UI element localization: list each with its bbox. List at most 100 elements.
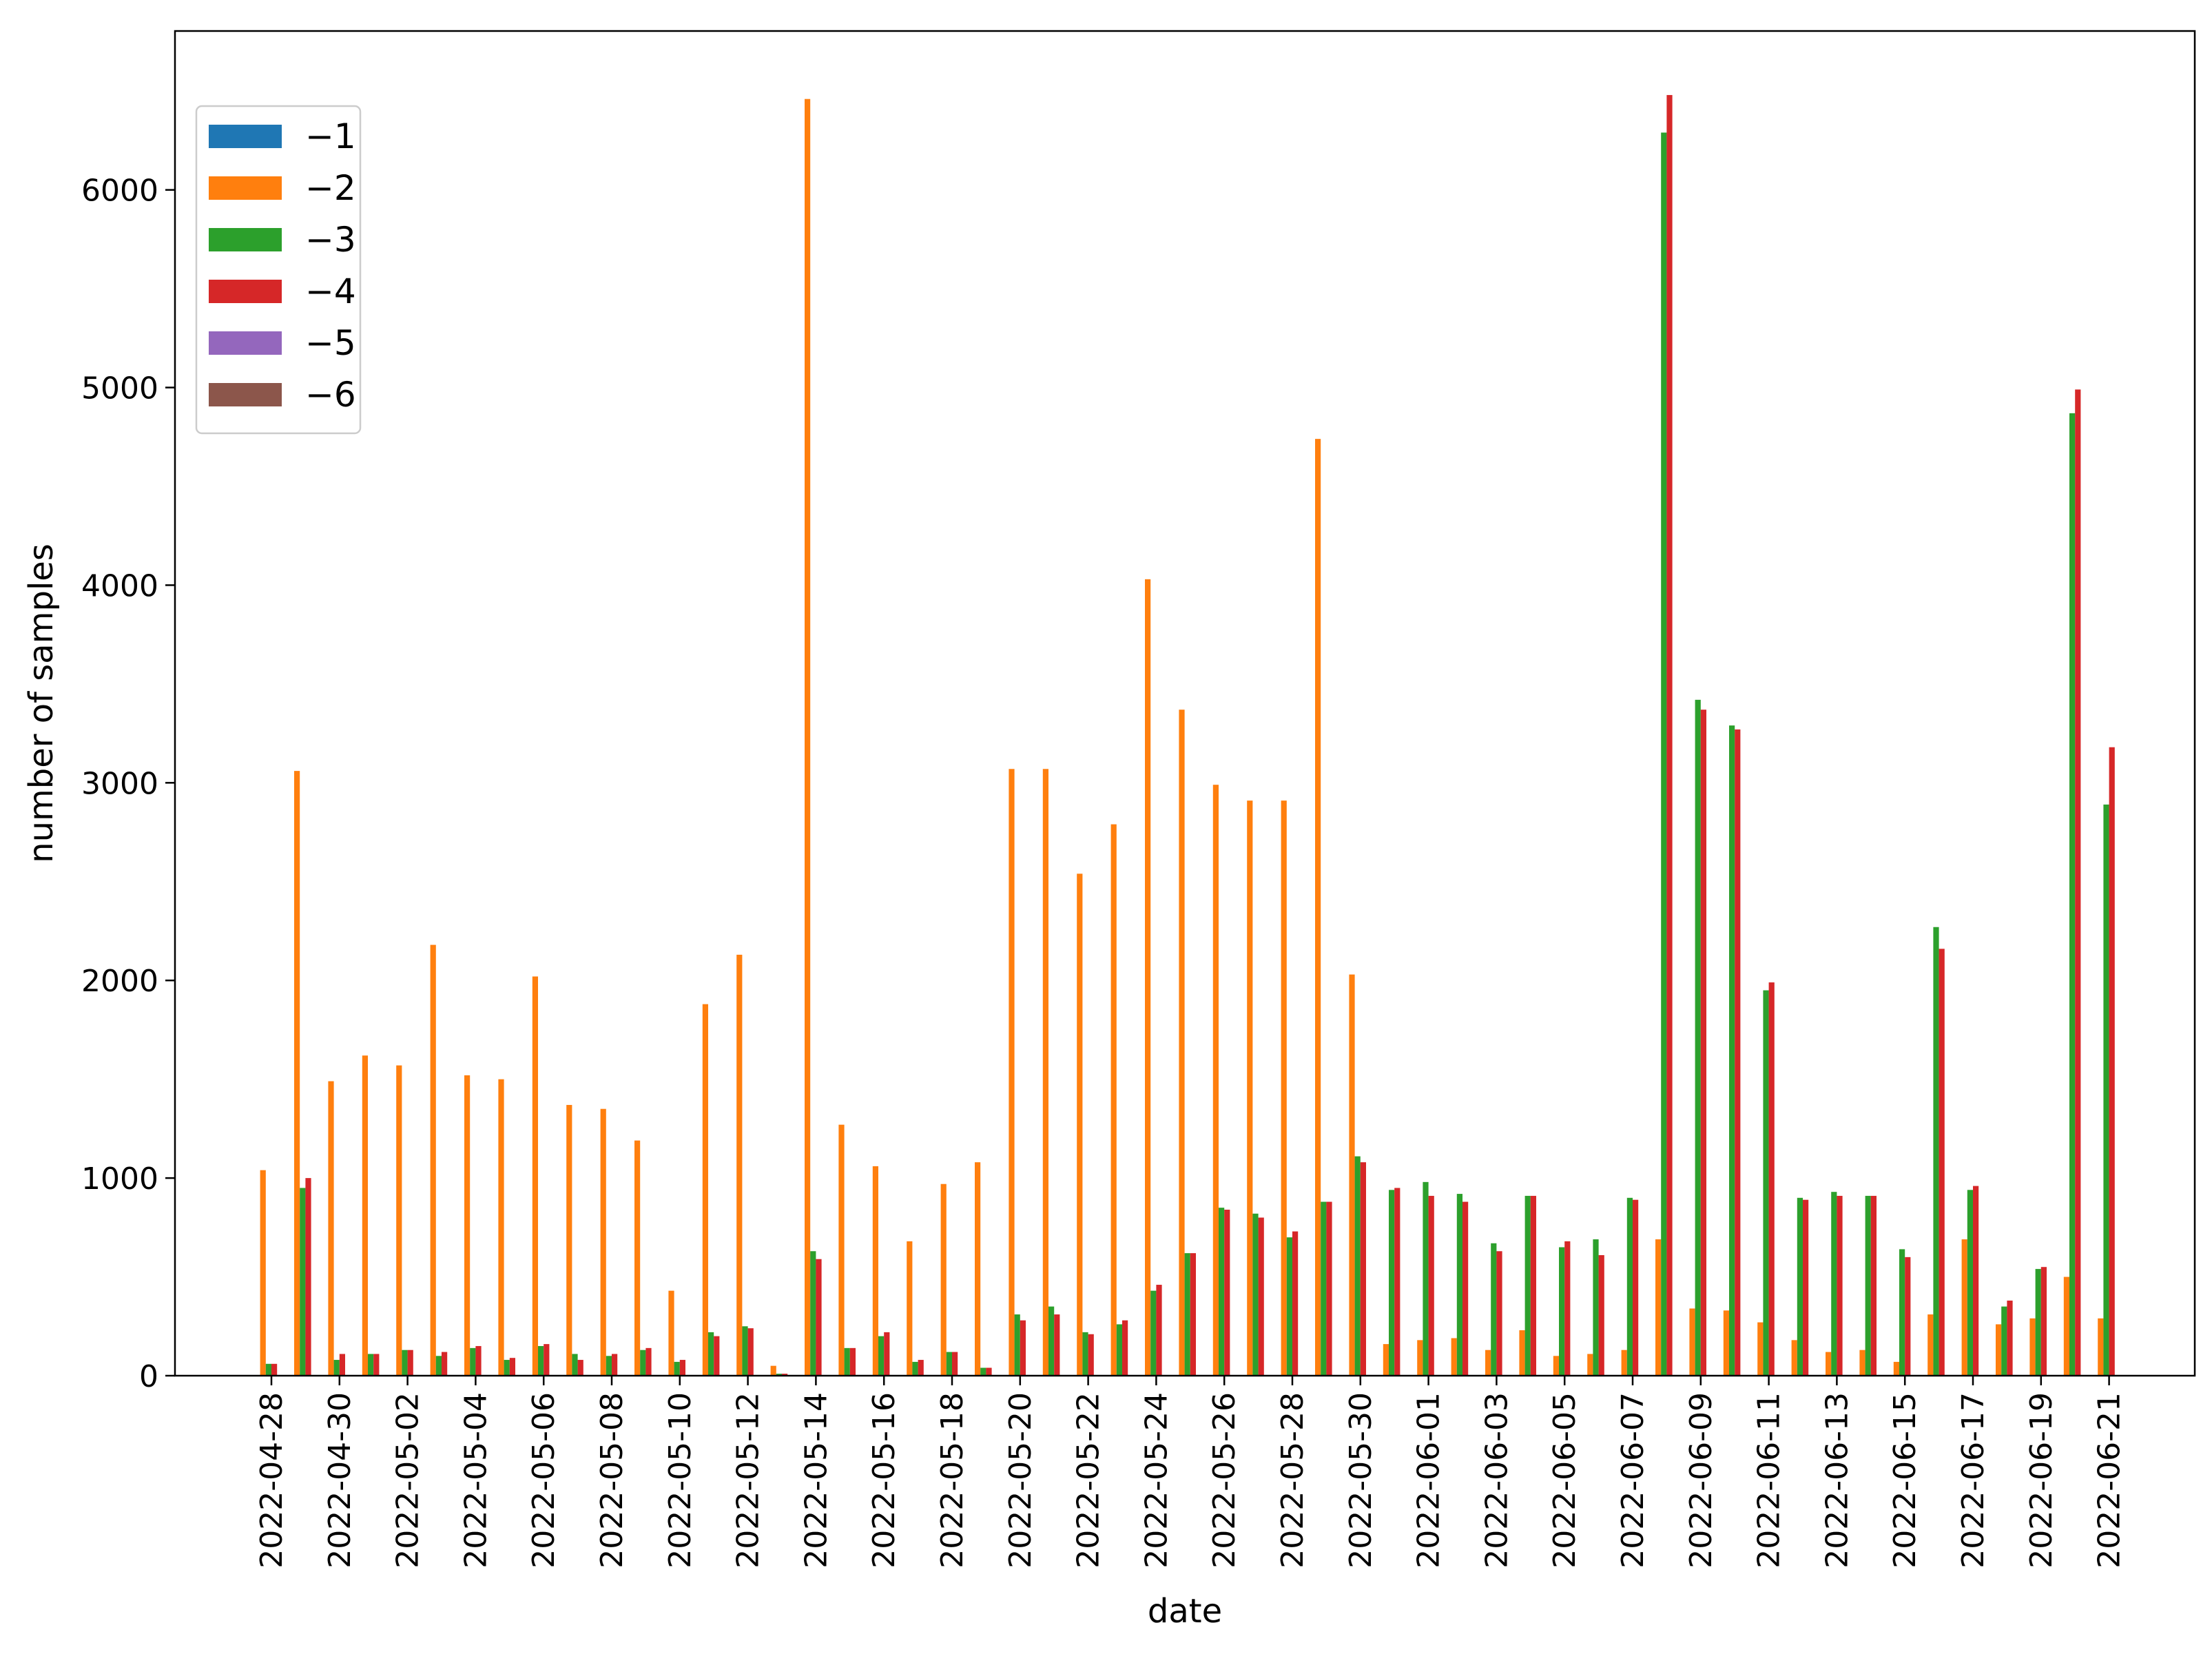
bar-2022-06-10-series-3 (1729, 725, 1735, 1376)
bar-2022-05-19-series-4 (986, 1367, 992, 1376)
bar-2022-06-08-series-4 (1666, 94, 1673, 1376)
bar-2022-04-30-series-3 (333, 1360, 340, 1376)
bar-2022-06-04-series-4 (1530, 1195, 1536, 1376)
bar-2022-05-26-series-2 (1212, 785, 1219, 1376)
bar-2022-05-11-series-2 (702, 1004, 708, 1376)
y-tick-label: 0 (139, 1359, 158, 1394)
bar-2022-06-11-series-3 (1763, 990, 1769, 1376)
bar-2022-06-10-series-2 (1723, 1310, 1729, 1376)
bar-2022-06-17-series-4 (1973, 1186, 1979, 1376)
bar-2022-05-20-series-4 (1020, 1320, 1026, 1376)
bar-2022-06-14-series-4 (1870, 1195, 1877, 1376)
bar-2022-06-02-series-4 (1462, 1201, 1469, 1376)
bar-2022-06-15-series-3 (1899, 1249, 1905, 1376)
x-tick-label: 2022-06-15 (1888, 1392, 1923, 1569)
legend-swatch (209, 331, 282, 355)
bar-2022-05-23-series-2 (1110, 824, 1117, 1376)
bar-2022-05-29-series-4 (1326, 1201, 1332, 1376)
bar-2022-05-10-series-2 (668, 1290, 674, 1376)
bar-2022-05-02-series-2 (396, 1065, 402, 1376)
bar-2022-05-06-series-3 (538, 1345, 544, 1376)
bar-2022-05-18-series-3 (946, 1352, 952, 1376)
x-tick-label: 2022-06-05 (1547, 1392, 1582, 1569)
y-tick-label: 1000 (81, 1161, 158, 1197)
bar-2022-06-18-series-2 (1996, 1324, 2002, 1376)
bar-2022-05-22-series-3 (1082, 1332, 1088, 1376)
bar-2022-06-17-series-2 (1961, 1239, 1967, 1376)
bar-2022-05-04-series-2 (464, 1075, 471, 1376)
bar-2022-06-21-series-4 (2109, 747, 2115, 1376)
bar-2022-05-22-series-2 (1077, 873, 1083, 1376)
bar-2022-05-30-series-4 (1360, 1162, 1366, 1376)
bar-2022-06-05-series-2 (1553, 1356, 1559, 1376)
y-tick-label: 2000 (81, 964, 158, 999)
bar-2022-06-09-series-4 (1700, 710, 1706, 1376)
x-tick-label: 2022-05-30 (1343, 1392, 1378, 1569)
x-tick-label: 2022-05-24 (1139, 1392, 1174, 1569)
bar-2022-06-17-series-3 (1967, 1190, 1973, 1376)
bar-2022-05-17-series-3 (912, 1361, 918, 1376)
bar-2022-06-01-series-3 (1423, 1181, 1429, 1376)
bar-2022-06-05-series-4 (1564, 1241, 1571, 1376)
y-axis-label: number of samples (22, 544, 61, 863)
bar-2022-05-14-series-2 (805, 99, 811, 1376)
bar-2022-05-10-series-4 (679, 1360, 685, 1376)
bar-2022-04-28-series-4 (271, 1363, 278, 1376)
bar-2022-05-03-series-4 (442, 1352, 448, 1376)
bar-2022-06-08-series-2 (1655, 1239, 1662, 1376)
x-axis-label: date (1148, 1592, 1222, 1631)
bar-2022-06-11-series-2 (1757, 1322, 1764, 1376)
bar-2022-05-03-series-3 (435, 1356, 442, 1376)
bar-2022-06-20-series-3 (2069, 413, 2076, 1376)
bar-2022-05-08-series-3 (606, 1356, 612, 1376)
bar-2022-05-20-series-2 (1009, 769, 1015, 1376)
bar-2022-05-18-series-2 (940, 1183, 947, 1376)
bar-2022-05-27-series-3 (1252, 1213, 1259, 1376)
bar-2022-05-12-series-3 (742, 1326, 748, 1376)
x-tick-label: 2022-06-13 (1819, 1392, 1854, 1569)
bar-2022-05-06-series-2 (532, 976, 538, 1376)
bar-2022-06-01-series-4 (1428, 1195, 1434, 1376)
bar-2022-05-13-series-2 (770, 1365, 776, 1376)
bar-2022-05-28-series-3 (1286, 1237, 1292, 1376)
legend: −1 −2 −3 −4 −5 −6 (195, 105, 362, 435)
bar-2022-06-03-series-2 (1485, 1350, 1491, 1376)
bar-2022-05-08-series-4 (612, 1354, 618, 1376)
x-tick-label: 2022-05-04 (458, 1392, 493, 1569)
bar-2022-05-14-series-4 (816, 1259, 822, 1376)
bar-2022-05-17-series-4 (918, 1360, 924, 1376)
bar-2022-05-08-series-2 (600, 1108, 606, 1376)
bar-2022-05-16-series-2 (872, 1166, 878, 1376)
bar-2022-05-25-series-3 (1184, 1253, 1190, 1376)
bar-2022-06-14-series-3 (1865, 1195, 1871, 1376)
bar-2022-04-28-series-3 (265, 1363, 271, 1376)
bar-2022-05-01-series-3 (368, 1354, 374, 1376)
bar-2022-06-12-series-2 (1791, 1340, 1797, 1376)
bar-2022-05-12-series-2 (736, 954, 743, 1376)
bar-2022-06-18-series-3 (2001, 1306, 2007, 1376)
bar-2022-05-05-series-4 (509, 1358, 515, 1376)
bar-2022-05-07-series-2 (566, 1104, 572, 1376)
bar-2022-05-04-series-3 (470, 1347, 476, 1376)
bar-2022-05-18-series-4 (952, 1352, 958, 1376)
x-tick-label: 2022-05-16 (867, 1392, 902, 1569)
bar-2022-05-02-series-4 (407, 1350, 413, 1376)
bar-2022-05-31-series-4 (1394, 1188, 1400, 1376)
bar-2022-06-07-series-3 (1626, 1197, 1633, 1376)
bar-2022-05-06-series-4 (544, 1344, 550, 1376)
x-tick-label: 2022-06-01 (1412, 1392, 1447, 1569)
bar-2022-05-02-series-3 (402, 1350, 408, 1376)
bar-2022-06-16-series-2 (1927, 1314, 1934, 1376)
x-tick-label: 2022-05-22 (1071, 1392, 1106, 1569)
bar-2022-06-09-series-3 (1695, 699, 1701, 1376)
bar-2022-05-17-series-2 (907, 1241, 913, 1376)
legend-swatch (209, 280, 282, 303)
bar-2022-06-14-series-2 (1859, 1350, 1865, 1376)
bar-2022-05-09-series-2 (634, 1140, 641, 1376)
x-tick-label: 2022-06-17 (1956, 1392, 1991, 1569)
bar-2022-04-28-series-2 (260, 1170, 266, 1376)
legend-label: −2 (305, 168, 356, 208)
y-axis: 0 1000 2000 3000 4000 5000 6000 (81, 174, 175, 1394)
